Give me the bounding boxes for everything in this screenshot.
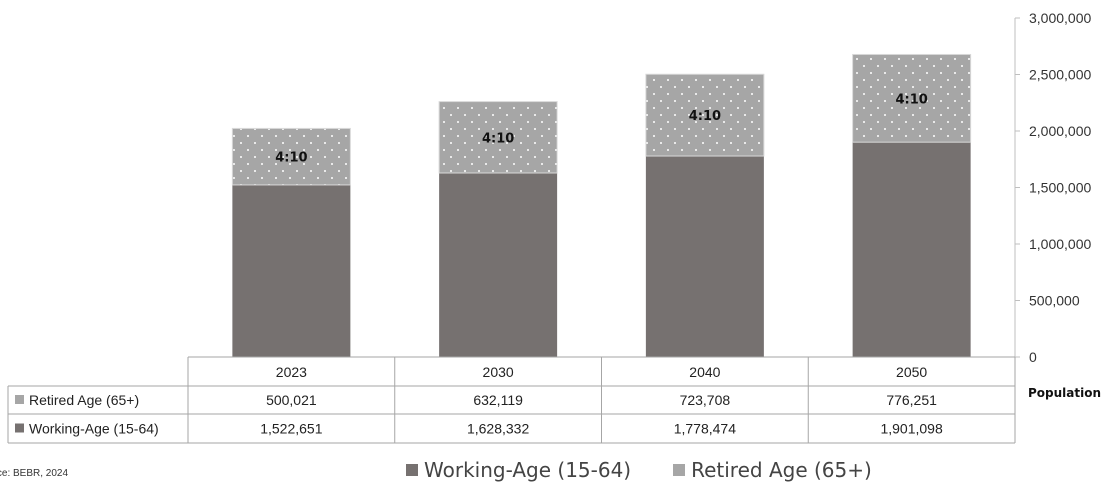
y-tick-label: 1,500,000: [1029, 180, 1091, 196]
y-tick-label: 2,500,000: [1029, 67, 1091, 83]
table-series-name: Working-Age (15-64): [29, 421, 159, 437]
table-cell-value: 1,628,332: [467, 421, 529, 437]
legend-label-working-age: Working-Age (15-64): [424, 458, 632, 482]
legend-item-working-age: Working-Age (15-64): [406, 458, 631, 482]
bar-retired-age: [852, 53, 972, 143]
bar-retired-age: [438, 101, 558, 174]
table-series-swatch: [15, 423, 24, 433]
y-tick-label: 0: [1029, 349, 1037, 365]
table-cell-value: 776,251: [886, 392, 937, 408]
bar-retired-age: [645, 73, 765, 157]
x-category-label: 2023: [276, 364, 307, 380]
ratio-label: 4:10: [895, 92, 927, 107]
data-table: 2023 2030 2040 2050 Retired Age (65+) 500,021…: [7, 356, 1101, 444]
bar-retired-age: [231, 127, 351, 186]
ratio-label: 4:10: [689, 109, 721, 124]
legend-label-retired-age: Retired Age (65+): [691, 458, 872, 482]
x-category-label: 2040: [689, 364, 720, 380]
ratio-label: 4:10: [275, 151, 307, 166]
table-cell-value: 1,901,098: [880, 421, 942, 437]
legend-item-retired-age: Retired Age (65+): [673, 458, 872, 482]
bar-working-age: [232, 184, 351, 357]
bars: 4:10 4:10 4:10 4:10: [231, 53, 972, 357]
table-cell-value: 1,522,651: [260, 421, 322, 437]
table-cell-value: 1,778,474: [674, 421, 736, 437]
y-tick-label: 3,000,000: [1029, 10, 1091, 26]
legend-swatch-retired-age: [673, 464, 686, 476]
x-category-label: 2050: [896, 364, 927, 380]
ratio-label: 4:10: [482, 131, 514, 146]
table-cell-value: 632,119: [473, 392, 523, 408]
bar-working-age: [439, 172, 558, 357]
table-cell-value: 500,021: [266, 392, 317, 408]
table-series-swatch: [15, 395, 24, 404]
table-series-name: Retired Age (65+): [29, 392, 139, 408]
table-cell-value: 723,708: [680, 392, 731, 408]
legend: Working-Age (15-64) Retired Age (65+): [406, 458, 872, 482]
y-axis-title: Population: [1028, 386, 1101, 400]
y-tick-label: 1,000,000: [1029, 236, 1091, 252]
source-note: urce: BEBR, 2024: [0, 468, 69, 479]
y-axis: 0 500,000 1,000,000 1,500,000 2,000,000 2,500…: [1014, 10, 1091, 365]
y-tick-label: 2,000,000: [1029, 123, 1091, 139]
bar-working-age: [645, 156, 764, 357]
legend-swatch-working-age: [406, 464, 418, 476]
y-tick-label: 500,000: [1029, 293, 1080, 309]
x-category-label: 2030: [483, 364, 514, 380]
bar-working-age: [852, 142, 971, 357]
